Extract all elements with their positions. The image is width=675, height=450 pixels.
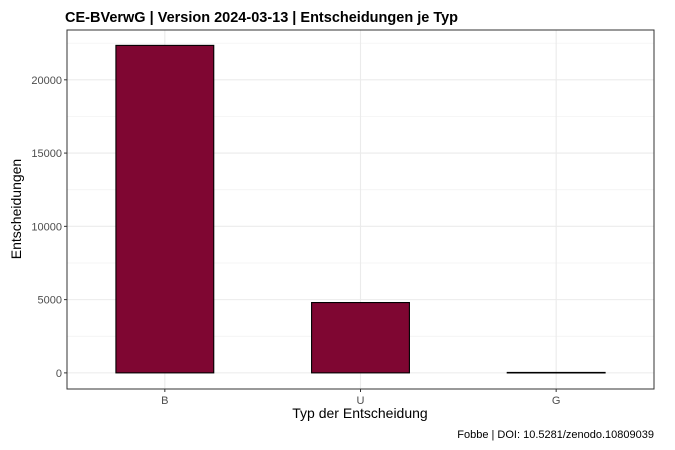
y-axis-label: Entscheidungen — [8, 159, 24, 259]
y-tick-label: 15000 — [31, 148, 62, 160]
y-tick-label: 10000 — [31, 221, 62, 233]
x-axis-label: Typ der Entscheidung — [292, 405, 427, 421]
x-tick-label: B — [161, 395, 168, 407]
x-tick-label: G — [552, 395, 561, 407]
x-tick-label: U — [357, 395, 365, 407]
bar-U — [311, 301, 410, 374]
bar-B — [115, 44, 215, 374]
chart-caption: Fobbe | DOI: 10.5281/zenodo.10809039 — [457, 429, 654, 441]
plot-panel: 0 5000 10000 15000 20000 B U G — [31, 29, 655, 407]
chart-title: CE-BVerwG | Version 2024-03-13 | Entsche… — [65, 10, 458, 26]
y-tick-label: 20000 — [31, 75, 62, 87]
y-tick-label: 0 — [56, 368, 62, 380]
bar-G — [506, 371, 606, 374]
y-tick-label: 5000 — [38, 295, 62, 307]
